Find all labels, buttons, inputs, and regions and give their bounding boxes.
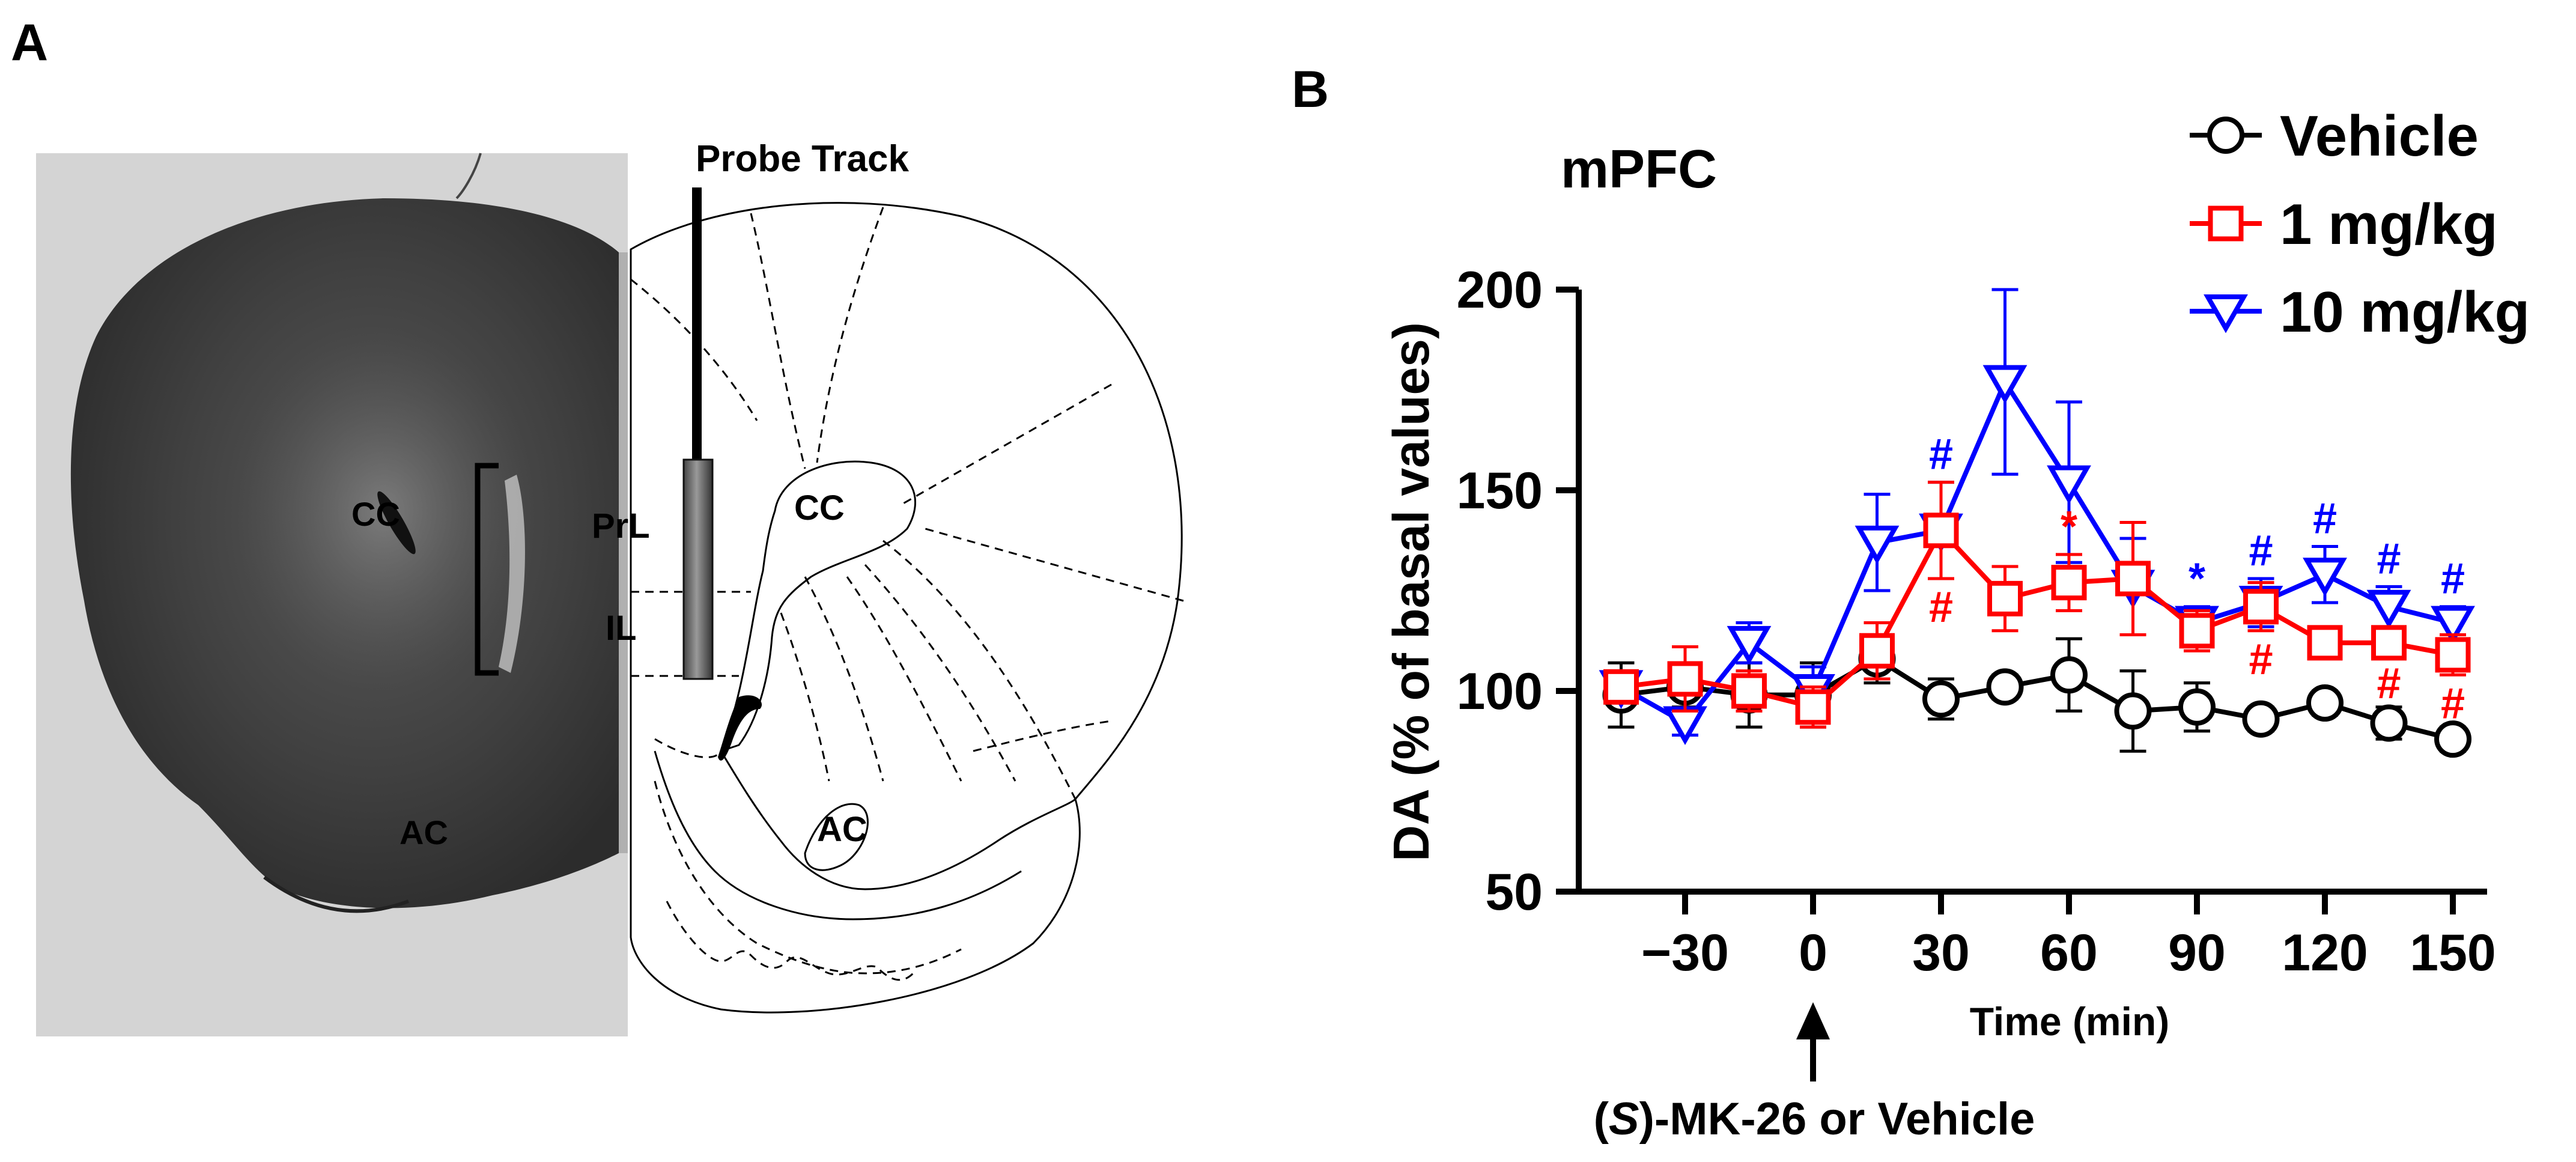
data-point [1727,625,1772,665]
x-tick-label: −30 [1641,924,1729,982]
significance-mark: # [2249,636,2273,684]
data-point [2179,613,2215,649]
legend-label: Vehicle [2280,104,2479,168]
x-tick-label: 30 [1912,924,1970,982]
ac-photo-label: AC [399,814,448,851]
probe: Probe Track [682,138,909,680]
data-point [2366,589,2411,629]
x-tick-label: 150 [2410,924,2496,982]
atlas-outline [630,202,1183,1014]
legend-entry: 1 mg/kg [2190,192,2498,257]
data-point [1795,689,1831,725]
legend-label: 10 mg/kg [2280,280,2530,344]
ac-atlas-label: AC [817,810,867,849]
data-point [2371,625,2407,661]
cc-atlas-label: CC [794,488,845,528]
panel-b-label: B [1292,61,1329,118]
y-tick-label: 100 [1457,663,1543,720]
legend: Vehicle 1 mg/kg 10 mg/kg [2190,104,2530,344]
panel-a-label: A [11,14,48,71]
injection-arrow [1796,1002,1830,1081]
data-point [2115,561,2151,597]
probe-track-label: Probe Track [696,138,909,180]
data-point [2207,117,2244,154]
x-tick-label: 0 [1799,924,1827,982]
data-point [1923,513,1959,549]
data-point [2178,688,2216,726]
significance-annotations: # # * * # # # # # # # [1929,431,2465,728]
x-tick-label: 120 [2282,924,2368,982]
legend-entry: Vehicle [2190,104,2479,168]
data-point [2051,565,2087,601]
data-point [2114,692,2152,730]
x-tick-label: 90 [2168,924,2226,982]
data-point [2204,294,2248,333]
significance-mark: # [2377,660,2401,708]
il-label: IL [606,609,637,648]
y-ticks: 50 100 150 200 [1457,261,1579,921]
data-point [1982,365,2028,404]
panel-b: B mPFC 50 100 150 200 −30 0 30 60 90 120 150 DA (… [1292,61,2530,1145]
legend-entry: 10 mg/kg [2190,280,2530,344]
data-point [2435,637,2471,673]
x-axis-label: Time (min) [1970,999,2169,1044]
series-line [1620,377,2453,726]
cc-photo-label: CC [351,495,400,533]
significance-mark: # [1929,431,1953,479]
y-tick-label: 200 [1457,261,1543,319]
significance-mark: # [2441,555,2465,603]
data-point [2208,205,2244,242]
significance-mark: # [2377,535,2401,583]
data-point [1667,661,1703,697]
significance-mark: # [2441,680,2465,728]
histology-photo: CC AC [36,153,628,1036]
chart-title: mPFC [1561,139,1717,199]
data-point [2434,720,2471,758]
data-point [2431,606,2475,645]
data-point [1986,668,2024,706]
significance-mark: * [2061,503,2077,551]
data-point [2047,465,2091,505]
series-1-mg-kg [1603,481,2471,729]
significance-mark: # [2249,527,2273,575]
data-point [2306,684,2344,722]
data-point [1987,580,2023,616]
series-10-mg-kg [1599,288,2475,746]
data-point [1731,673,1767,709]
significance-mark: # [2313,495,2337,543]
data-point [2370,704,2408,742]
data-point [2242,700,2280,738]
data-point [1603,669,1639,705]
legend-label: 1 mg/kg [2280,192,2498,257]
significance-mark: * [2189,555,2205,603]
prl-label: PrL [592,506,650,546]
x-tick-label: 60 [2040,924,2098,982]
y-tick-label: 50 [1485,863,1543,921]
data-point [1855,525,1900,565]
data-point [2307,625,2343,661]
data-point [1859,633,1895,669]
data-point [2243,589,2279,625]
x-ticks: −30 0 30 60 90 120 150 [1641,892,2496,982]
y-axis-label: DA (% of basal values) [1383,322,1439,862]
data-point [2050,656,2088,694]
y-tick-label: 150 [1457,462,1543,520]
significance-mark: # [1929,583,1953,631]
data-point [1922,680,1960,718]
data-point [2303,558,2347,597]
atlas-drawing: CC AC PrL IL [592,202,1184,1014]
panel-a: A CC AC [11,14,1184,1036]
plot-area [1599,288,2475,758]
injection-caption: (S)-MK-26 or Vehicle [1594,1094,2035,1145]
